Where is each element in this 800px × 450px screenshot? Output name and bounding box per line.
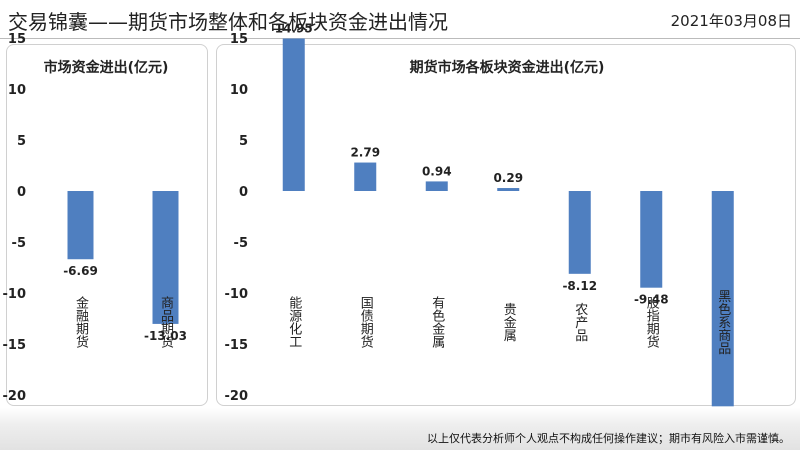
sector-y-tick-label: 10 [230, 83, 248, 98]
sector-y-tick-label: -15 [225, 338, 249, 353]
sector-y-tick-label: 0 [239, 185, 248, 200]
disclaimer-text: 以上仅代表分析师个人观点不构成任何操作建议；期市有风险入市需谨慎。 [427, 432, 790, 445]
market-y-tick-label: -5 [12, 236, 26, 251]
market-bar [152, 191, 179, 324]
sector-flow-panel [216, 44, 796, 406]
footer-band [0, 408, 800, 450]
page-title: 交易锦囊——期货市场整体和各板块资金进出情况 [8, 10, 448, 34]
market-y-tick-label: 10 [8, 83, 26, 98]
sector-category-label: 有色金属 [429, 296, 445, 349]
market-chart-title: 市场资金进出(亿元) [44, 59, 169, 76]
sector-bar [568, 191, 591, 274]
sector-data-label: 2.79 [350, 146, 380, 160]
sector-data-label: -8.12 [562, 279, 597, 293]
report-date: 2021年03月08日 [670, 12, 792, 30]
sector-category-label: 能源化工 [286, 296, 302, 348]
market-y-tick-label: -20 [3, 389, 27, 404]
sector-bar [425, 181, 448, 191]
market-y-tick-label: 15 [8, 32, 26, 47]
sector-data-label: 0.94 [422, 164, 452, 178]
market-y-tick-label: -10 [3, 287, 27, 302]
sector-chart-title: 期货市场各板块资金进出(亿元) [410, 59, 605, 76]
sector-category-label: 国债期货 [358, 296, 374, 348]
sector-y-tick-label: 15 [230, 32, 248, 47]
sector-bar [497, 188, 520, 191]
sector-y-tick-label: 5 [239, 134, 248, 149]
sector-category-label: 贵金属 [501, 303, 517, 343]
market-data-label: -13.03 [144, 329, 187, 343]
market-y-tick-label: 0 [17, 185, 26, 200]
market-bar [67, 191, 94, 260]
market-category-label: 金融期货 [73, 295, 89, 348]
sector-data-label: 14.95 [275, 22, 313, 36]
sector-category-label: 黑色系商品 [715, 290, 731, 355]
sector-bar [354, 162, 377, 191]
sector-category-label: 农产品 [572, 303, 588, 342]
market-category-label: 商品期货 [158, 296, 174, 348]
sector-bar [711, 191, 734, 407]
sector-y-tick-label: -10 [225, 287, 249, 302]
header: 交易锦囊——期货市场整体和各板块资金进出情况 2021年03月08日 [0, 0, 800, 40]
sector-y-tick-label: -5 [234, 236, 248, 251]
sector-y-tick-label: -20 [225, 389, 249, 404]
header-divider [0, 38, 800, 39]
sector-data-label: -9.48 [634, 293, 669, 307]
sector-data-label: 0.29 [493, 171, 523, 185]
sector-bar [640, 191, 663, 288]
market-y-tick-label: -15 [3, 338, 27, 353]
sector-category-label: 股指期货 [644, 296, 660, 348]
market-y-tick-label: 5 [17, 134, 26, 149]
market-data-label: -6.69 [63, 264, 98, 278]
sector-bar [282, 38, 305, 192]
